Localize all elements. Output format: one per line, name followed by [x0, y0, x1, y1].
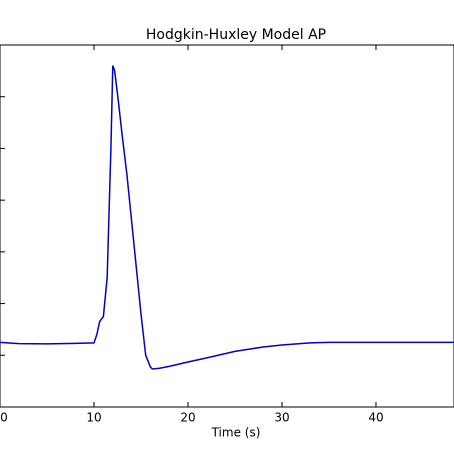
line	[0, 65, 454, 370]
plot-frame	[0, 44, 454, 408]
x-tick-label: 30	[274, 411, 289, 425]
x-tick-label: 10	[86, 411, 101, 425]
x-tick-label: 20	[180, 411, 195, 425]
chart-title: Hodgkin-Huxley Model AP	[146, 27, 326, 43]
x-axis-label: Time (s)	[211, 426, 261, 440]
x-tick-label: 40	[368, 411, 383, 425]
x-tick-label: 0	[0, 411, 8, 425]
